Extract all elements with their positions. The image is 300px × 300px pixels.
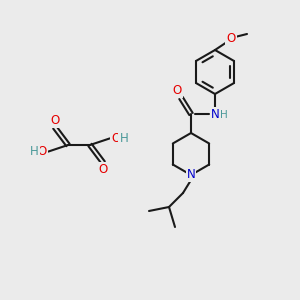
Text: O: O <box>172 85 182 98</box>
Text: O: O <box>111 132 120 145</box>
Text: O: O <box>226 32 236 44</box>
Text: H: H <box>119 132 128 145</box>
Text: N: N <box>211 107 219 121</box>
Text: O: O <box>99 163 108 176</box>
Text: H: H <box>220 110 228 120</box>
Text: O: O <box>50 114 59 127</box>
Text: O: O <box>38 145 47 158</box>
Text: H: H <box>30 145 39 158</box>
Text: N: N <box>187 169 195 182</box>
